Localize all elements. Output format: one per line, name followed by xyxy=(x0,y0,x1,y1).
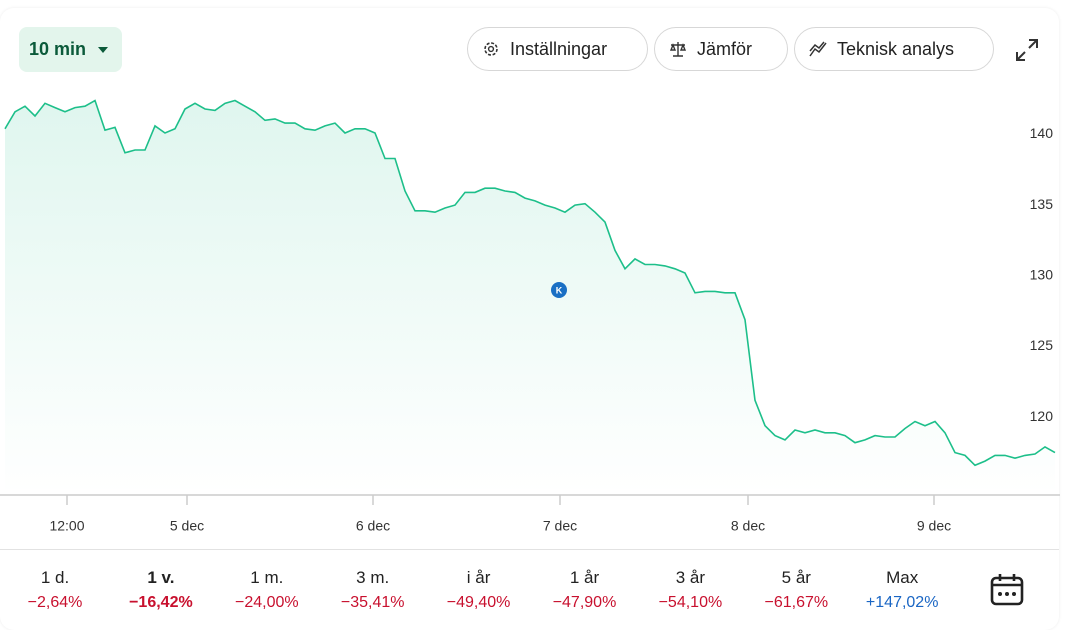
period-label: 5 år xyxy=(781,568,811,587)
period-change: −54,10% xyxy=(658,594,723,611)
caret xyxy=(98,46,109,53)
x-tick-label: 12:00 xyxy=(49,518,84,534)
period-change: −24,00% xyxy=(234,594,299,611)
x-tick-label: 5 dec xyxy=(170,518,204,534)
period-change: −16,42% xyxy=(129,594,193,611)
button-label: Jämför xyxy=(697,38,753,59)
gear-icon xyxy=(484,42,498,56)
period-option[interactable]: 3 m. −35,41% xyxy=(323,568,423,612)
period-label: 1 år xyxy=(569,568,600,587)
scale-icon xyxy=(669,42,687,57)
period-option[interactable]: 1 år −47,90% xyxy=(535,568,635,612)
analysis-button[interactable]: Teknisk analys xyxy=(794,27,994,71)
period-option[interactable]: Max +147,02% xyxy=(852,568,952,612)
analysis-icon xyxy=(809,41,827,57)
annotation-marker xyxy=(551,281,567,298)
period-label: 1 m. xyxy=(250,568,284,587)
x-tick-label: 9 dec xyxy=(917,518,951,534)
period-option[interactable]: 1 m. −24,00% xyxy=(217,568,317,612)
button-label: Teknisk analys xyxy=(837,38,955,59)
y-tick-label: 120 xyxy=(1030,408,1054,424)
interval-label: 10 min xyxy=(29,39,87,59)
y-tick-label: 125 xyxy=(1030,337,1054,353)
interval-dropdown[interactable]: 10 min xyxy=(19,27,122,72)
chart: 12:00 5 dec 6 dec 7 dec 8 dec 9 dec 120 125 130 1… xyxy=(0,99,1060,534)
annotation-label: K xyxy=(556,285,563,295)
period-option[interactable]: 3 år −54,10% xyxy=(640,568,740,612)
period-label: i år xyxy=(466,568,491,587)
settings-button[interactable]: Inställningar xyxy=(467,27,648,71)
period-label: Max xyxy=(886,568,919,587)
y-tick-label: 135 xyxy=(1030,196,1054,212)
x-tick-label: 8 dec xyxy=(731,518,765,534)
period-change: −47,90% xyxy=(552,594,617,611)
period-label: 3 m. xyxy=(356,568,390,587)
area xyxy=(5,100,1055,495)
period-change: +147,02% xyxy=(865,594,939,611)
period-label: 1 d. xyxy=(40,568,70,587)
period-label: 3 år xyxy=(675,568,706,587)
period-change: −35,41% xyxy=(340,594,405,611)
period-option[interactable]: i år −49,40% xyxy=(429,568,529,612)
period-option[interactable]: 1 v. −16,42% xyxy=(111,568,211,612)
price-line xyxy=(4,99,1056,467)
button-label: Inställningar xyxy=(510,38,608,59)
expand-icon[interactable] xyxy=(1015,38,1039,62)
period-label: 1 v. xyxy=(147,568,175,587)
period-change: −49,40% xyxy=(446,594,511,611)
period-change: −61,67% xyxy=(764,594,829,611)
period-option[interactable]: 5 år −61,67% xyxy=(746,568,846,612)
compare-button[interactable]: Jämför xyxy=(654,27,788,71)
period-option[interactable]: 1 d. −2,64% xyxy=(5,568,105,612)
x-tick-label: 6 dec xyxy=(356,518,390,534)
y-tick-label: 130 xyxy=(1030,267,1054,283)
x-tick-label: 7 dec xyxy=(543,518,577,534)
y-tick-label: 140 xyxy=(1030,125,1054,141)
period-bar: 1 d. −2,64% 1 v. −16,42% 1 m. −24,00% 3 m. −35,… xyxy=(0,549,1059,630)
period-change: −2,64% xyxy=(27,594,83,611)
calendar-icon[interactable] xyxy=(990,573,1024,607)
